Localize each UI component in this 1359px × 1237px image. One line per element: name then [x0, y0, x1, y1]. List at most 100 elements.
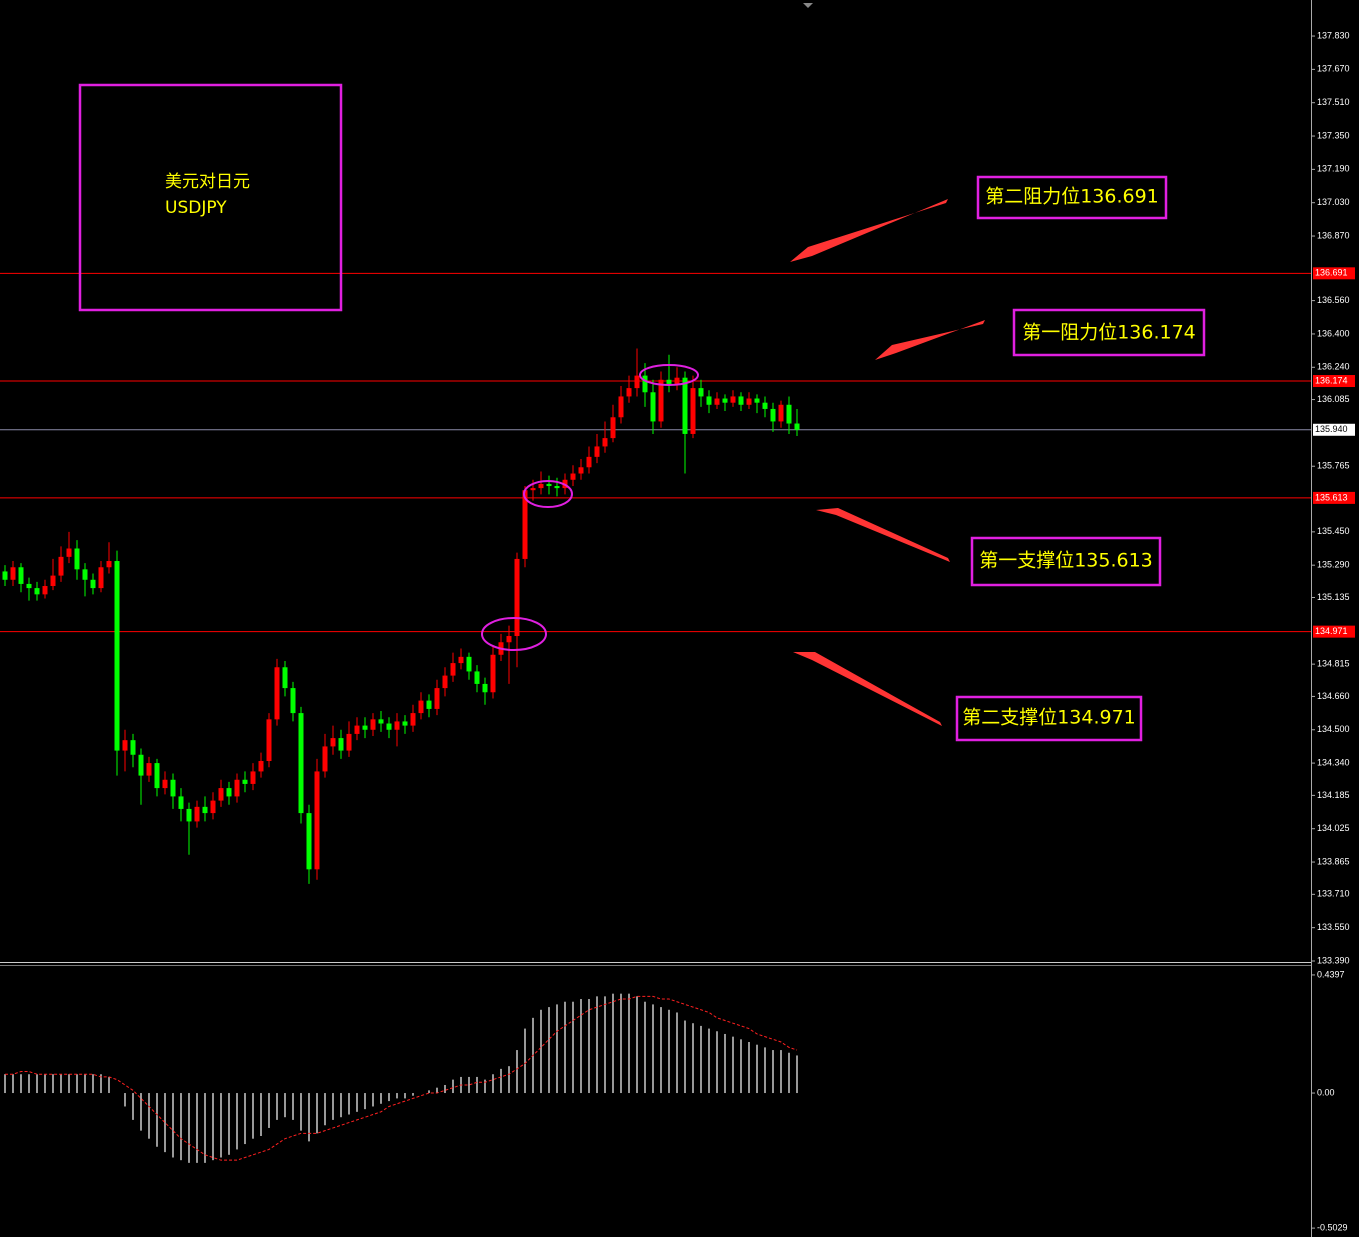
- candle-body: [42, 586, 48, 595]
- candle-body: [178, 796, 184, 809]
- candle-body: [666, 379, 672, 384]
- candle-body: [218, 788, 224, 801]
- candle-body: [162, 779, 168, 789]
- y-tick-label: 136.240: [1317, 362, 1350, 372]
- y-tick-label: 134.340: [1317, 757, 1350, 767]
- level-tag-label: 135.613: [1315, 492, 1348, 502]
- annotation-box: [970, 536, 1162, 587]
- y-tick-label: 134.500: [1317, 724, 1350, 734]
- arrow: [875, 320, 985, 360]
- y-tick-label: 137.830: [1317, 30, 1350, 40]
- candle-body: [306, 813, 312, 870]
- level-tag-label: 136.691: [1315, 268, 1348, 278]
- level-tag-label: 134.971: [1315, 626, 1348, 636]
- candle-body: [714, 398, 720, 405]
- annotation-box: [1012, 308, 1206, 357]
- candle-body: [106, 561, 112, 568]
- candle-body: [290, 688, 296, 714]
- y-tick-label: 133.390: [1317, 955, 1350, 965]
- symbol: USDJPY: [165, 198, 227, 218]
- y-tick-label: 137.350: [1317, 130, 1350, 140]
- candle-body: [194, 806, 200, 822]
- level-tag: [1313, 267, 1355, 280]
- candle-body: [34, 588, 40, 595]
- marks: 137.830 137.670 137.510 137.350 137.190 137.0…: [0, 30, 1355, 1232]
- candle-body: [2, 571, 8, 580]
- annotation: 第二阻力位136.691: [985, 186, 1159, 208]
- candle-body: [762, 402, 768, 409]
- y-tick-label: 0.00: [1317, 1087, 1335, 1097]
- annotation: 第一支撑位135.613: [979, 550, 1153, 572]
- candle-body: [122, 740, 128, 751]
- candle-body: [354, 725, 360, 734]
- candle-body: [18, 567, 24, 584]
- candle-body: [602, 438, 608, 447]
- candle-body: [474, 671, 480, 684]
- y-tick-label: 137.030: [1317, 197, 1350, 207]
- candle-body: [642, 375, 648, 393]
- level-tag: [1313, 625, 1355, 638]
- y-tick-label: -0.5029: [1317, 1222, 1348, 1232]
- last-price-label: 135.940: [1315, 424, 1348, 434]
- candle-body: [402, 721, 408, 726]
- y-tick-label: 134.660: [1317, 691, 1350, 701]
- y-tick-label: 133.865: [1317, 856, 1350, 866]
- candle-body: [634, 375, 640, 389]
- annotation-box: [955, 695, 1143, 742]
- candle-body: [690, 388, 696, 434]
- y-tick-label: 135.290: [1317, 560, 1350, 570]
- y-tick-label: 0.4397: [1317, 969, 1345, 979]
- candle-body: [594, 446, 600, 457]
- candle-body: [506, 636, 512, 643]
- candle-body: [698, 388, 704, 397]
- candle-body: [786, 404, 792, 424]
- highlight-ellipse: [639, 364, 699, 386]
- y-tick-label: 135.135: [1317, 592, 1350, 602]
- candle-body: [442, 675, 448, 689]
- candle-body: [738, 396, 744, 405]
- y-tick-label: 136.085: [1317, 394, 1350, 404]
- candle-body: [322, 746, 328, 772]
- level-tag: [1313, 375, 1355, 388]
- candle-body: [570, 473, 576, 480]
- candle-body: [170, 779, 176, 797]
- candle-body: [114, 561, 120, 751]
- highlight-ellipses: [481, 364, 699, 651]
- candle-body: [482, 683, 488, 693]
- candle-body: [274, 667, 280, 720]
- candle-body: [610, 417, 616, 439]
- candle-body: [378, 719, 384, 724]
- arrow: [790, 199, 948, 262]
- candle-body: [586, 456, 592, 468]
- candle-body: [674, 377, 680, 384]
- candle-body: [722, 398, 728, 403]
- candle-body: [418, 700, 424, 714]
- candle-body: [618, 396, 624, 418]
- candle-body: [490, 654, 496, 693]
- y-tick-label: 133.550: [1317, 922, 1350, 932]
- y-tick-label: 135.450: [1317, 526, 1350, 536]
- candle-body: [154, 763, 160, 789]
- annotation: 第二支撑位134.971: [962, 707, 1136, 729]
- candle-body: [578, 467, 584, 474]
- candle-body: [186, 808, 192, 822]
- candle-body: [58, 556, 64, 576]
- candle-body: [98, 567, 104, 589]
- candle-body: [778, 404, 784, 422]
- candle-body: [50, 575, 56, 587]
- title-box: [78, 83, 343, 312]
- title: 美元对日元: [165, 172, 250, 192]
- candle-body: [330, 738, 336, 747]
- candle-body: [338, 738, 344, 751]
- candle-body: [202, 806, 208, 814]
- candle-body: [794, 423, 800, 430]
- y-tick-label: 137.510: [1317, 97, 1350, 107]
- candle-body: [650, 392, 656, 422]
- y-tick-label: 134.025: [1317, 823, 1350, 833]
- candle-body: [730, 396, 736, 403]
- candle-body: [538, 483, 544, 489]
- candle-body: [146, 763, 152, 776]
- level-tag-label: 136.174: [1315, 375, 1348, 385]
